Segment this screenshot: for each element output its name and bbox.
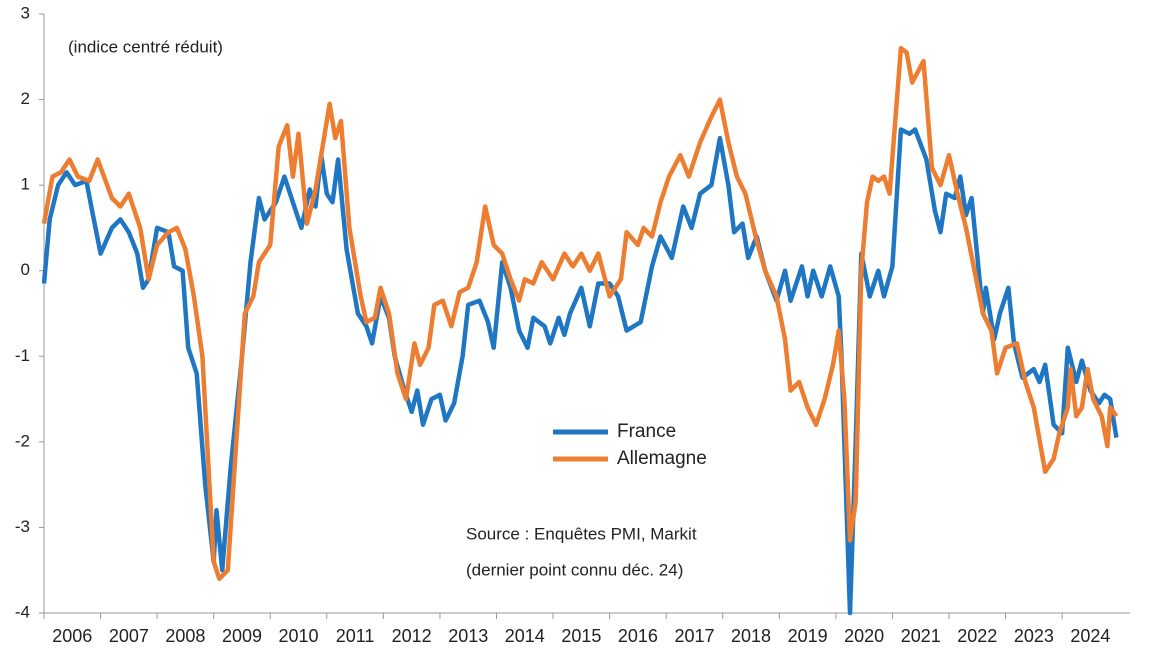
- y-tick-label: -2: [15, 431, 30, 450]
- y-tick-label: 3: [21, 3, 30, 22]
- x-tick-label: 2006: [52, 626, 92, 646]
- x-tick-label: 2013: [448, 626, 488, 646]
- x-tick-label: 2022: [957, 626, 997, 646]
- y-tick-label: 2: [21, 89, 30, 108]
- x-tick-label: 2024: [1070, 626, 1110, 646]
- y-tick-label: -1: [15, 346, 30, 365]
- series-line: [41, 45, 1119, 582]
- x-tick-label: 2017: [674, 626, 714, 646]
- y-tick-label: 1: [21, 175, 30, 194]
- x-tick-label: 2020: [844, 626, 884, 646]
- x-tick-label: 2016: [618, 626, 658, 646]
- x-tick-label: 2007: [109, 626, 149, 646]
- x-tick-label: 2009: [222, 626, 262, 646]
- x-tick-label: 2014: [505, 626, 545, 646]
- x-tick-label: 2010: [279, 626, 319, 646]
- x-tick-label: 2018: [731, 626, 771, 646]
- y-tick-label: -4: [15, 602, 30, 621]
- source-note: Source : Enquêtes PMI, Markit: [466, 524, 697, 543]
- x-tick-label: 2021: [901, 626, 941, 646]
- x-tick-label: 2015: [561, 626, 601, 646]
- legend-box: [545, 415, 795, 475]
- x-tick-label: 2023: [1014, 626, 1054, 646]
- x-tick-label: 2008: [165, 626, 205, 646]
- x-tick-label: 2012: [392, 626, 432, 646]
- legend-label: France: [617, 421, 676, 442]
- y-tick-label: -3: [15, 517, 30, 536]
- source-note: (dernier point connu déc. 24): [466, 560, 683, 579]
- subtitle: (indice centré réduit): [68, 37, 223, 56]
- x-tick-label: 2011: [336, 626, 375, 646]
- y-tick-label: 0: [21, 260, 30, 279]
- x-tick-label: 2019: [788, 626, 828, 646]
- legend-label: Allemagne: [617, 448, 707, 469]
